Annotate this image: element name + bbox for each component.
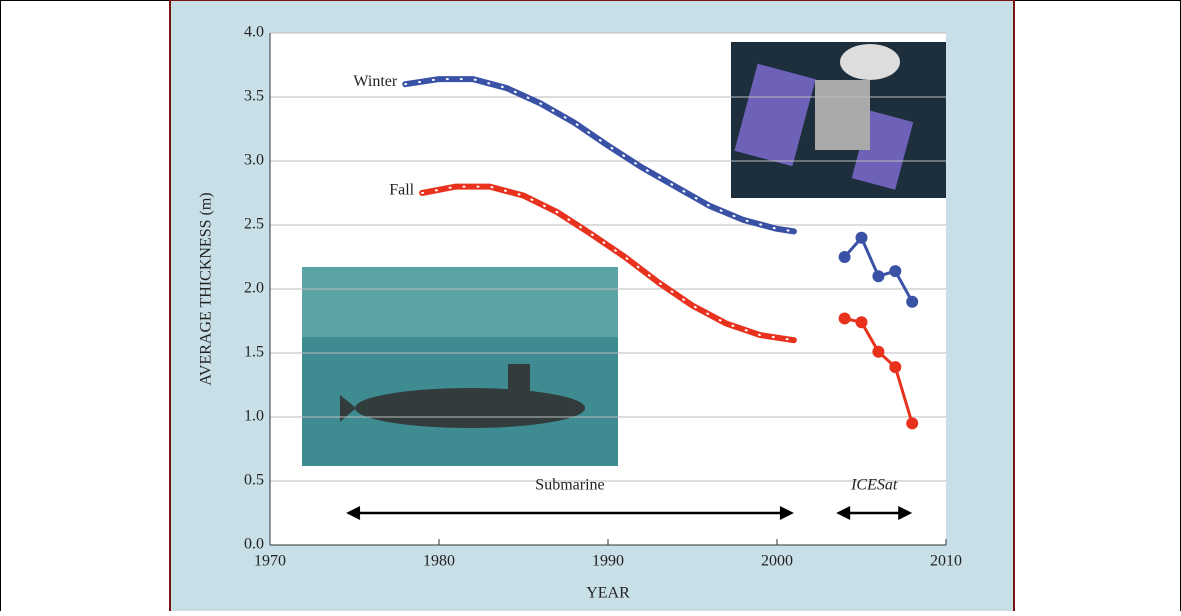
x-axis-label: YEAR [586, 585, 630, 602]
x-tick-label: 2010 [930, 553, 962, 570]
point [855, 316, 868, 329]
x-tick-label: 2000 [761, 553, 793, 570]
point [872, 345, 885, 358]
series-line [402, 76, 797, 235]
arrow-head [779, 506, 794, 520]
y-tick-label: 3.0 [244, 152, 264, 169]
point [872, 270, 885, 283]
series-label: Winter [353, 73, 397, 90]
point [906, 295, 919, 308]
point [838, 312, 851, 325]
y-tick-label: 2.5 [244, 216, 264, 233]
x-tick-label: 1980 [423, 553, 455, 570]
y-axis-label: AVERAGE THICKNESS (m) [198, 192, 215, 385]
y-tick-label: 2.0 [244, 280, 264, 297]
line-highlight [421, 185, 795, 342]
satellite-photo [731, 42, 946, 198]
y-tick-label: 3.5 [244, 88, 264, 105]
point [889, 361, 902, 374]
y-tick-label: 4.0 [244, 24, 264, 41]
arrow-head [898, 506, 913, 520]
x-tick-label: 1970 [254, 553, 286, 570]
series-label: Fall [389, 182, 414, 199]
y-tick-label: 1.0 [244, 408, 264, 425]
arrow-head [836, 506, 851, 520]
annotation: Submarine [535, 477, 604, 494]
submarine-photo [302, 267, 618, 466]
y-tick-label: 0.5 [244, 472, 264, 489]
point [855, 231, 868, 244]
arrow-head [346, 506, 361, 520]
x-tick-label: 1990 [592, 553, 624, 570]
point [838, 251, 851, 263]
y-tick-label: 1.5 [244, 344, 264, 361]
point [906, 417, 919, 430]
annotation: ICESat [850, 477, 898, 494]
y-tick-label: 0.0 [244, 536, 264, 553]
point [889, 265, 902, 278]
